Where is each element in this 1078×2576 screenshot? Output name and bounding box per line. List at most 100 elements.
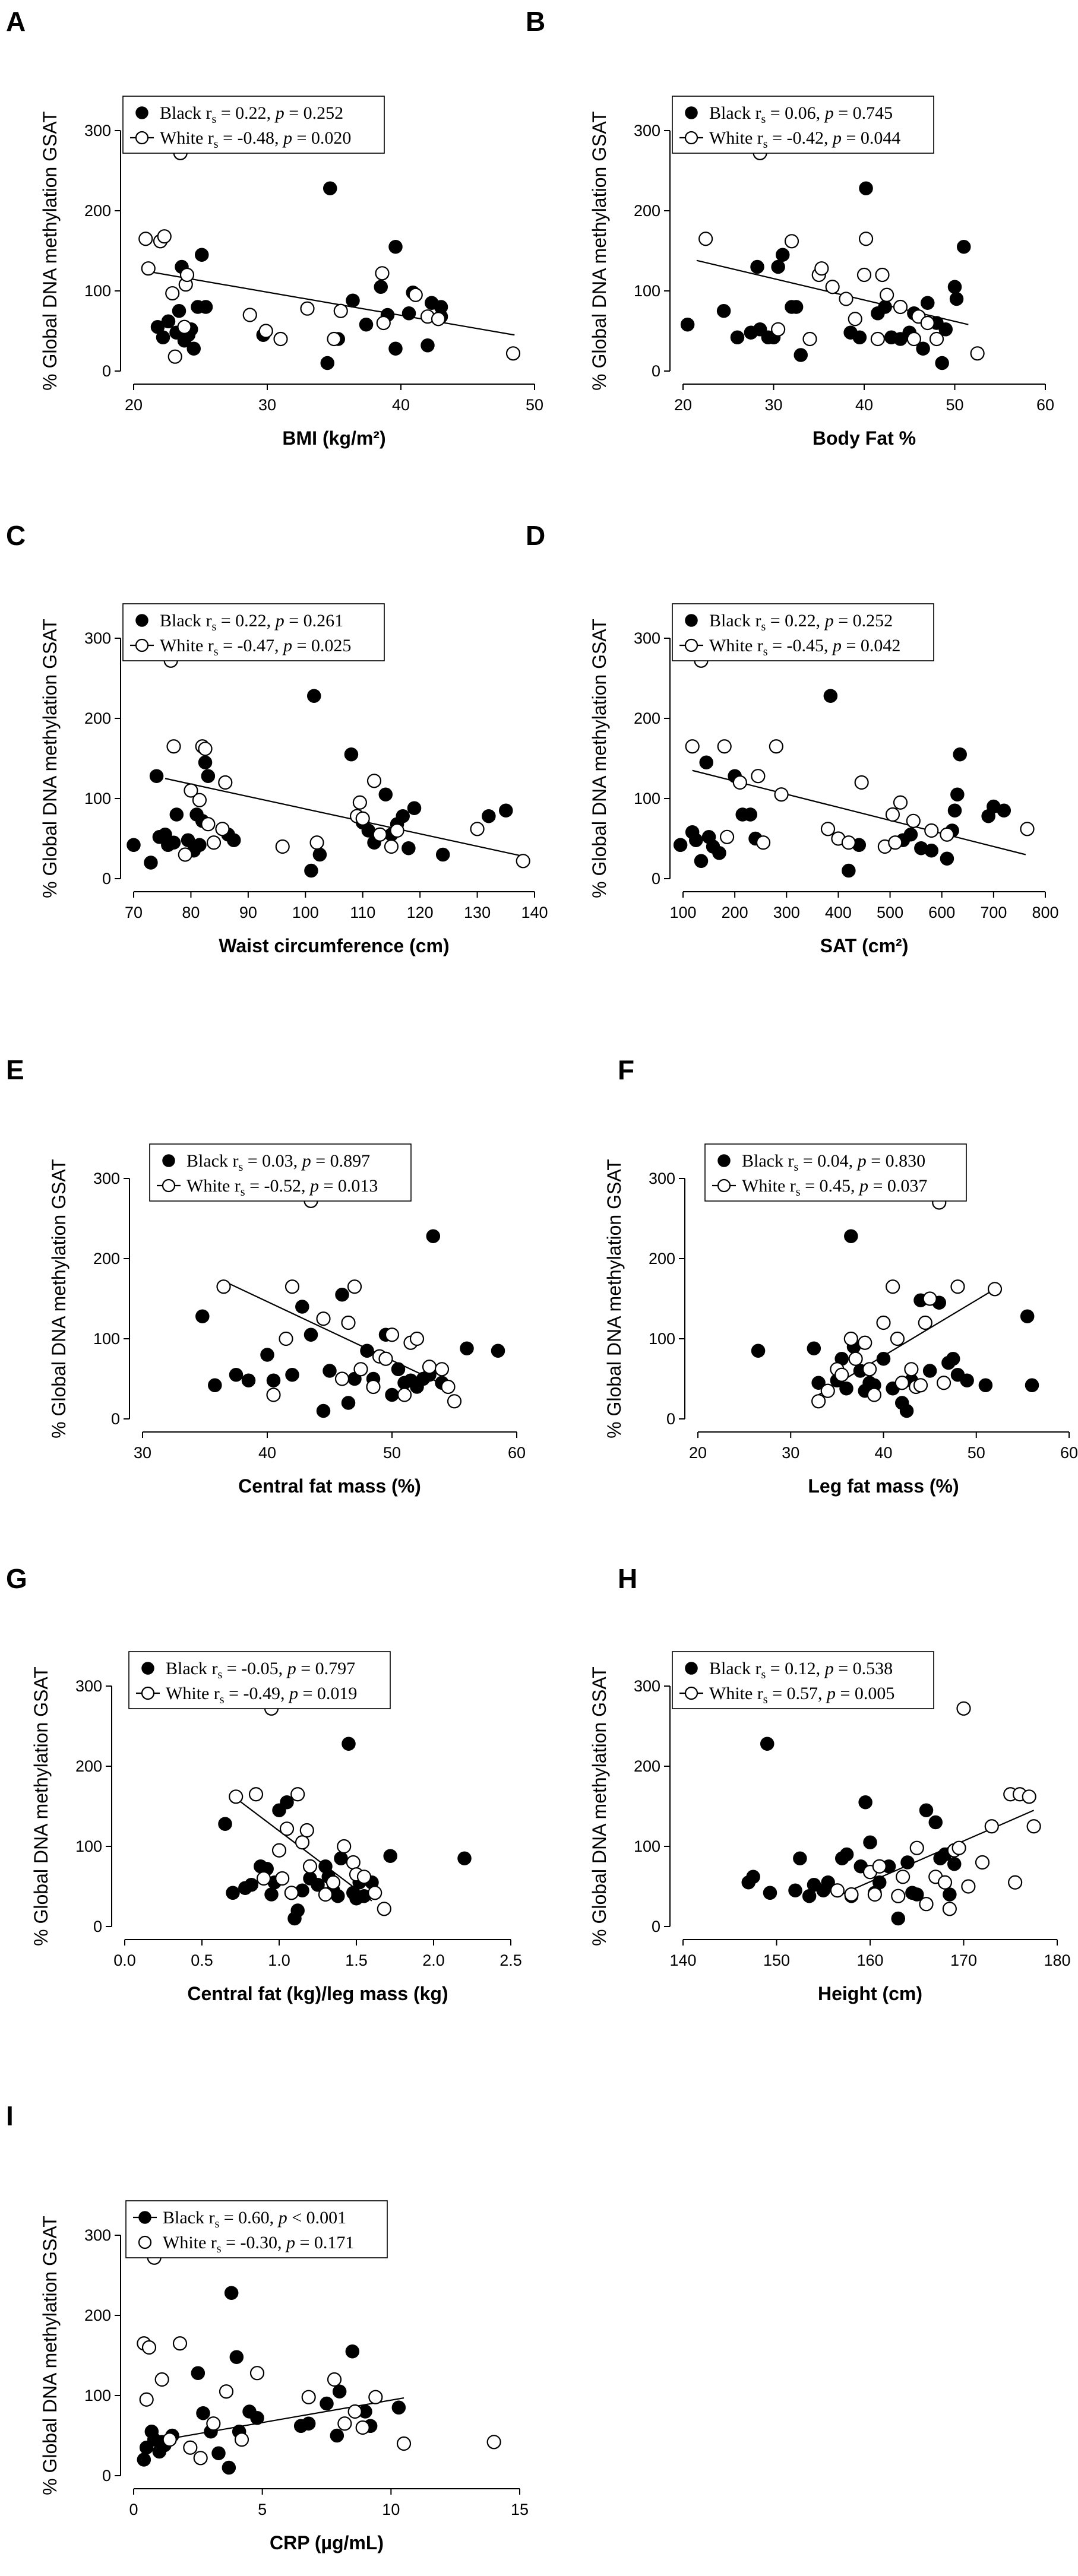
data-point-white [409, 1331, 425, 1346]
data-point-white [201, 817, 216, 832]
data-point-black [186, 341, 201, 356]
y-tick-label: 100 [634, 282, 660, 300]
data-point-white [940, 827, 954, 842]
data-point-black [149, 769, 164, 783]
data-point-white [839, 291, 853, 306]
data-point-black [229, 1368, 244, 1382]
data-point-black [388, 341, 403, 356]
data-point-black [807, 1341, 821, 1355]
data-point-black [383, 1849, 397, 1863]
data-point-white [885, 807, 900, 822]
x-tick-label: 90 [239, 904, 257, 921]
data-point-black [323, 181, 337, 195]
data-point-white [141, 261, 156, 276]
y-tick-label: 300 [634, 1677, 660, 1695]
data-point-white [867, 1387, 881, 1402]
data-point-black [1025, 1378, 1039, 1393]
legend-entry-black: Black rs = -0.05, p = 0.797 [166, 1659, 355, 1681]
data-point-black [435, 847, 450, 862]
data-point-white [422, 1360, 437, 1374]
y-tick-label: 100 [75, 1837, 102, 1855]
x-tick-label: 150 [763, 1951, 790, 1969]
panel-f: F 0 100 200 300 20 30 40 50 60 Leg fat mass (%) % G… [603, 1054, 1078, 1497]
x-tick-label: 140 [521, 904, 548, 921]
data-point-black [341, 1396, 356, 1410]
data-point-white [802, 331, 817, 347]
data-point-black [198, 755, 213, 769]
data-point-white [470, 822, 485, 837]
data-point-white [922, 1291, 937, 1306]
y-tick-label: 200 [84, 709, 111, 727]
data-point-black [316, 1403, 331, 1418]
y-tick-label: 300 [84, 2226, 111, 2244]
data-point-black [320, 356, 334, 370]
data-point-white [177, 319, 192, 334]
x-tick-label: 80 [182, 904, 200, 921]
x-tick-label: 60 [1060, 1444, 1078, 1462]
y-axis-label: % Global DNA methylation GSAT [30, 1666, 52, 1946]
legend-entry-white: White rs = -0.49, p = 0.019 [166, 1684, 357, 1706]
data-point-black [360, 1344, 374, 1358]
x-tick-label: 110 [350, 904, 375, 921]
data-point-white [844, 1887, 859, 1902]
data-point-white [856, 267, 872, 283]
panel-letter: I [6, 2100, 14, 2131]
data-point-white [894, 1376, 909, 1390]
data-point-white [337, 1839, 352, 1854]
data-point-white [327, 2372, 342, 2387]
data-point-black [335, 1288, 349, 1302]
data-point-black [266, 1373, 281, 1387]
data-point-white [431, 312, 446, 327]
x-tick-label: 20 [674, 396, 692, 414]
panel-letter: G [6, 1563, 27, 1594]
data-point-black [320, 2396, 334, 2411]
data-point-black [794, 348, 808, 362]
x-tick-label: 30 [782, 1444, 799, 1462]
data-point-white [166, 739, 181, 754]
data-point-white [368, 2390, 383, 2404]
panel-g: G 0 100 200 300 0.0 0.5 1.0 1.5 2.0 2.5 Central fat… [6, 1563, 522, 2004]
data-point-black [859, 181, 873, 195]
x-axis-label: BMI (kg/m²) [282, 427, 385, 449]
data-point-black [899, 1403, 914, 1418]
data-point-black [763, 1886, 777, 1900]
data-point-white [975, 1855, 990, 1870]
data-point-black [872, 1875, 887, 1890]
data-point-white [848, 312, 862, 327]
x-tick-label: 600 [928, 904, 955, 921]
data-point-black [201, 769, 216, 783]
data-point-black [673, 838, 688, 853]
data-point-black [191, 2366, 206, 2380]
y-tick-label: 200 [634, 709, 660, 727]
legend-entry-white: White rs = -0.30, p = 0.171 [163, 2233, 354, 2255]
legend-marker-white [684, 638, 698, 652]
data-point-black [330, 2428, 344, 2443]
data-point-black [307, 689, 321, 703]
data-point-white [872, 1859, 887, 1874]
data-point-white [366, 1379, 381, 1395]
data-point-white [249, 2366, 265, 2381]
data-point-white [825, 280, 840, 294]
data-point-black [750, 259, 764, 274]
data-point-black [922, 1364, 937, 1378]
data-point-black [823, 689, 838, 703]
fit-line-black [141, 2397, 404, 2445]
data-point-white [341, 1315, 356, 1330]
data-point-white [234, 2432, 249, 2447]
data-point-black [482, 809, 496, 823]
data-point-white [862, 1362, 877, 1377]
y-axis-label: % Global DNA methylation GSAT [39, 619, 61, 898]
data-point-white [327, 331, 342, 347]
legend-marker-white [138, 2235, 152, 2249]
data-point-white [397, 1387, 412, 1402]
y-axis-label: % Global DNA methylation GSAT [589, 619, 610, 898]
data-point-white [888, 835, 903, 850]
data-point-white [906, 813, 921, 828]
data-point-white [441, 1379, 456, 1395]
data-point-black [218, 1817, 232, 1831]
data-point-black [919, 1803, 934, 1817]
data-point-black [844, 1229, 858, 1243]
data-point-white [290, 1787, 305, 1802]
